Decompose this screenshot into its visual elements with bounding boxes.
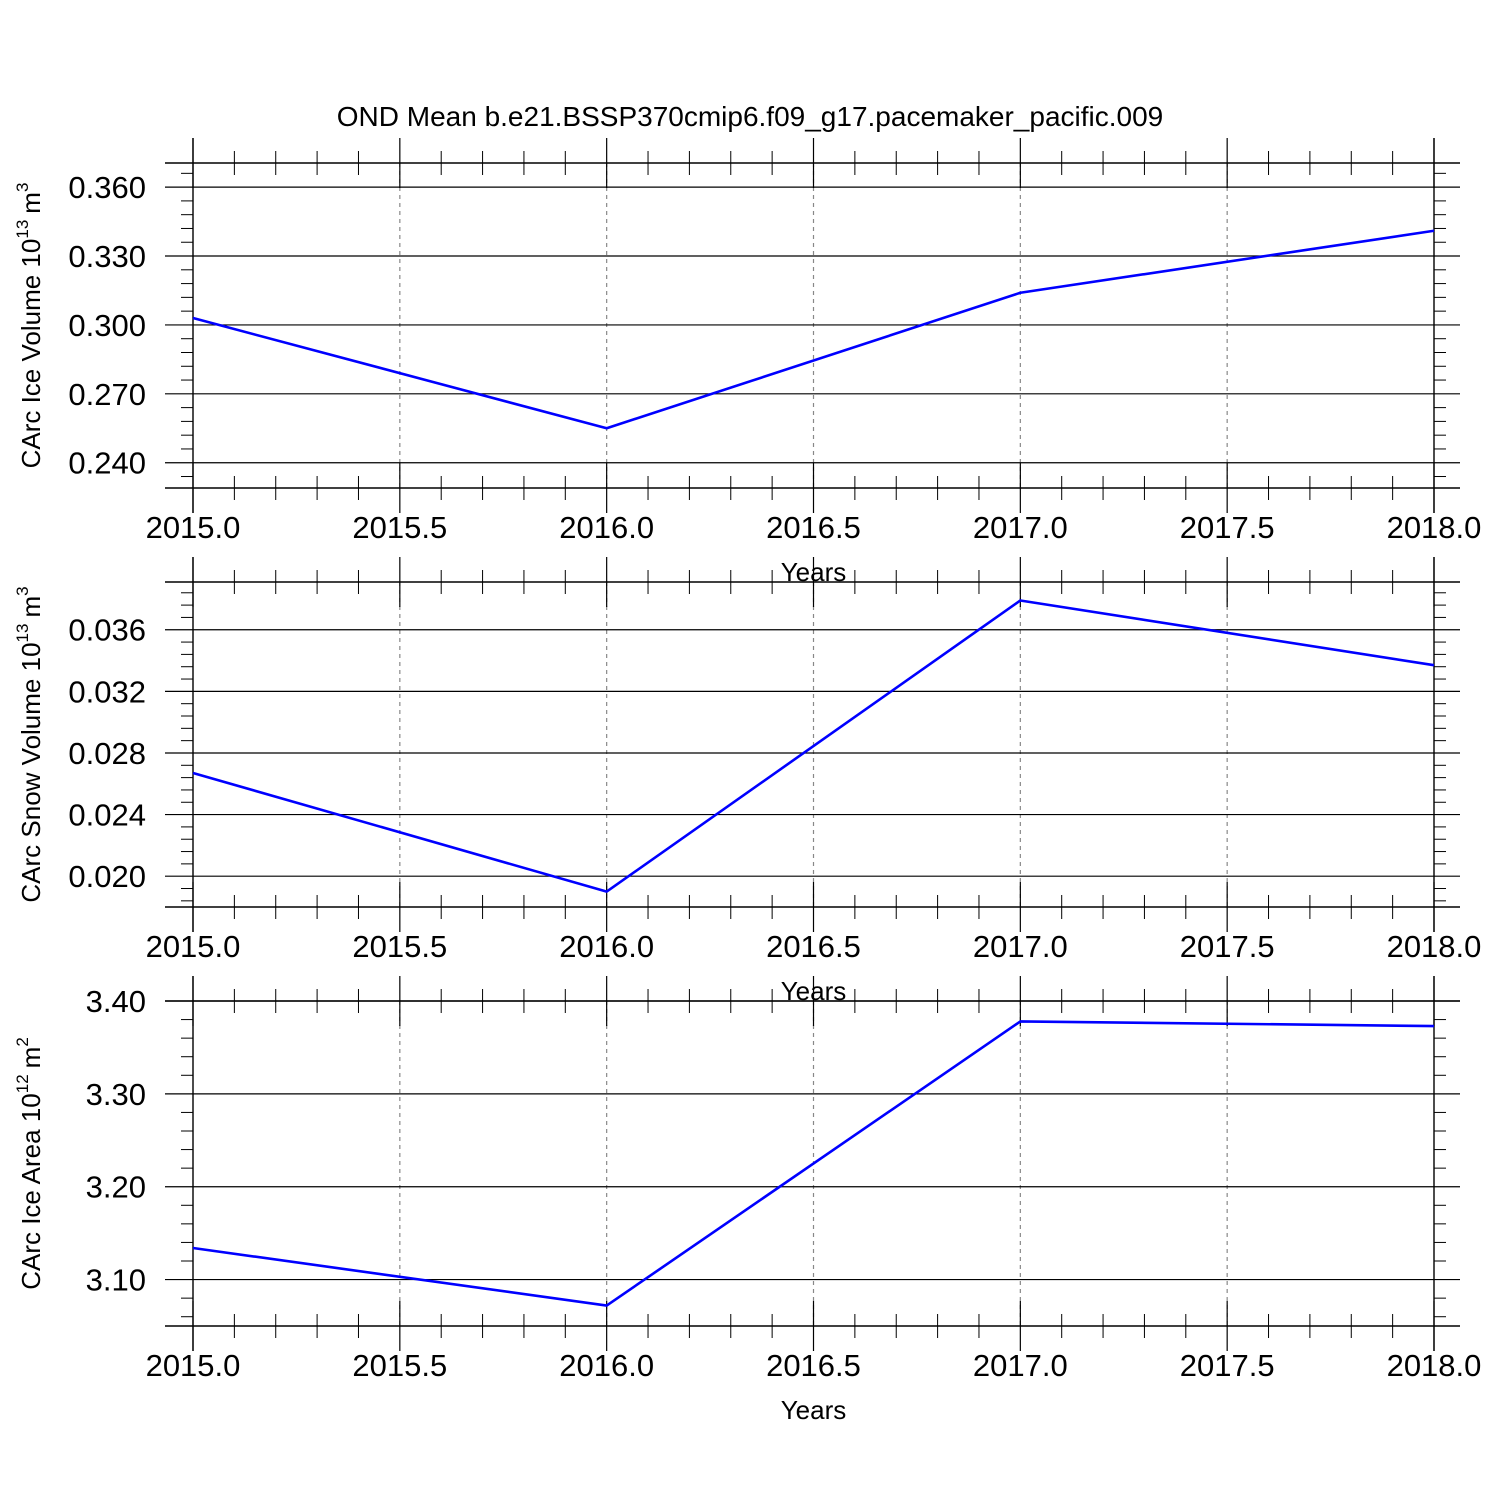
y-tick-label: 3.40 [86, 984, 146, 1019]
x-tick-label: 2015.0 [146, 1348, 241, 1383]
x-tick-label: 2015.5 [352, 1348, 447, 1383]
y-tick-label: 0.024 [68, 798, 146, 833]
y-tick-label: 0.330 [68, 239, 146, 274]
x-tick-label: 2016.0 [559, 929, 654, 964]
y-tick-label: 0.240 [68, 446, 146, 481]
x-tick-label: 2015.5 [352, 929, 447, 964]
series-line [192, 1020, 1435, 1307]
y-tick-label: 0.032 [68, 674, 146, 709]
y-tick-label: 3.20 [86, 1170, 146, 1205]
y-tick-label: 0.028 [68, 736, 146, 771]
x-tick-label: 2017.5 [1180, 1348, 1275, 1383]
y-tick-label: 3.30 [86, 1077, 146, 1112]
x-tick-label: 2015.0 [146, 929, 241, 964]
y-tick-label: 0.036 [68, 613, 146, 648]
y-tick-label: 0.300 [68, 308, 146, 343]
x-tick-label: 2016.5 [766, 929, 861, 964]
x-tick-label: 2017.0 [973, 929, 1068, 964]
y-tick-label: 0.360 [68, 170, 146, 205]
x-axis-label: Years [781, 1395, 847, 1425]
series-line [192, 229, 1435, 430]
x-tick-label: 2015.0 [146, 510, 241, 545]
x-tick-label: 2016.0 [559, 1348, 654, 1383]
y-axis-label: CArc Ice Volume 1013m3 [13, 183, 46, 469]
x-tick-label: 2018.0 [1387, 1348, 1482, 1383]
series-line [192, 599, 1435, 893]
x-tick-label: 2018.0 [1387, 510, 1482, 545]
panel-ice-area: 3.10 3.20 3.30 3.40 2015.0 2015.5 2016.0 2016.5… [13, 976, 1481, 1425]
x-tick-label: 2017.0 [973, 1348, 1068, 1383]
x-tick-label: 2018.0 [1387, 929, 1482, 964]
x-tick-label: 2016.5 [766, 1348, 861, 1383]
x-tick-label: 2015.5 [352, 510, 447, 545]
y-axis-label: CArc Ice Area 1012m2 [13, 1037, 46, 1290]
x-tick-label: 2017.5 [1180, 510, 1275, 545]
panel-ice-volume: 0.240 0.270 0.300 0.330 0.360 2015.0 2015.5 201… [13, 138, 1481, 587]
x-tick-label: 2017.0 [973, 510, 1068, 545]
panel-snow-volume: 0.020 0.024 0.028 0.032 0.036 2015.0 2015.5 201… [13, 557, 1481, 1006]
y-tick-label: 3.10 [86, 1263, 146, 1298]
y-axis-label: CArc Snow Volume 1013m3 [13, 586, 46, 902]
figure-title: OND Mean b.e21.BSSP370cmip6.f09_g17.pace… [337, 101, 1164, 132]
x-tick-label: 2016.0 [559, 510, 654, 545]
x-tick-label: 2017.5 [1180, 929, 1275, 964]
y-tick-label: 0.020 [68, 859, 146, 894]
x-tick-label: 2016.5 [766, 510, 861, 545]
y-tick-label: 0.270 [68, 377, 146, 412]
